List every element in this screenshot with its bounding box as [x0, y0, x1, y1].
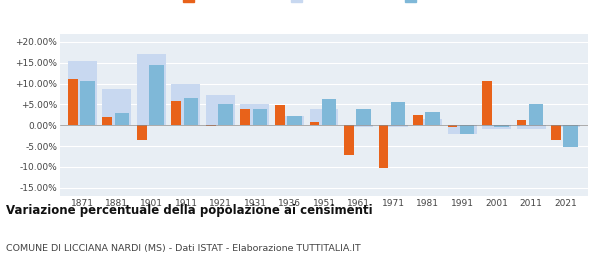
Bar [218, 104, 233, 125]
Bar [149, 65, 164, 125]
Bar [137, 53, 166, 125]
Bar [275, 116, 304, 125]
Bar [80, 81, 95, 125]
Bar [379, 125, 407, 127]
Bar [425, 112, 440, 125]
Bar [391, 102, 405, 125]
Bar [551, 125, 580, 127]
Bar [310, 122, 319, 125]
Bar [482, 81, 492, 125]
Bar [103, 88, 131, 125]
Bar [115, 113, 129, 125]
Bar [137, 125, 146, 140]
Text: COMUNE DI LICCIANA NARDI (MS) - Dati ISTAT - Elaborazione TUTTITALIA.IT: COMUNE DI LICCIANA NARDI (MS) - Dati IST… [6, 244, 361, 253]
Bar [563, 125, 578, 147]
Bar [241, 104, 269, 125]
Bar [287, 116, 302, 125]
Bar [206, 95, 235, 125]
Bar [172, 84, 200, 125]
Legend: Licciana Nardi, Provincia di MS, Toscana: Licciana Nardi, Provincia di MS, Toscana [179, 0, 469, 7]
Bar [379, 125, 388, 168]
Bar [494, 125, 509, 127]
Bar [344, 125, 373, 127]
Bar [551, 125, 561, 140]
Bar [460, 125, 474, 134]
Bar [413, 115, 422, 125]
Bar [529, 104, 543, 125]
Bar [275, 105, 284, 125]
Bar [68, 80, 77, 125]
Bar [103, 117, 112, 125]
Bar [448, 125, 476, 134]
Bar [413, 119, 442, 125]
Bar [241, 109, 250, 125]
Bar [344, 125, 353, 155]
Text: Variazione percentuale della popolazione ai censimenti: Variazione percentuale della popolazione… [6, 204, 373, 217]
Bar [206, 125, 215, 126]
Bar [172, 101, 181, 125]
Bar [68, 61, 97, 125]
Bar [253, 109, 267, 125]
Bar [448, 125, 457, 127]
Bar [310, 109, 338, 125]
Bar [322, 99, 336, 125]
Bar [517, 125, 545, 129]
Bar [184, 98, 198, 125]
Bar [482, 125, 511, 129]
Bar [517, 120, 526, 125]
Bar [356, 109, 371, 125]
